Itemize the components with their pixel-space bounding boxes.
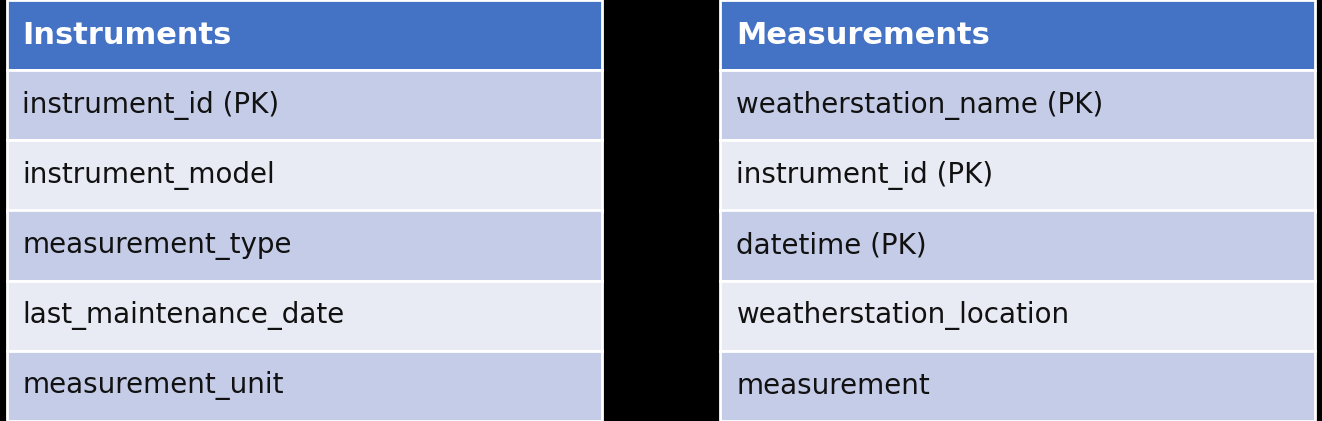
Text: weatherstation_name (PK): weatherstation_name (PK) — [736, 91, 1104, 120]
Bar — [720, 210, 1315, 281]
Bar — [7, 70, 602, 140]
Text: Instruments: Instruments — [22, 21, 231, 50]
Text: Measurements: Measurements — [736, 21, 990, 50]
Text: weatherstation_location: weatherstation_location — [736, 301, 1069, 330]
Bar — [720, 70, 1315, 140]
Bar — [720, 281, 1315, 351]
Bar — [7, 281, 602, 351]
Text: measurement_type: measurement_type — [22, 232, 292, 260]
Bar — [720, 0, 1315, 70]
Text: instrument_model: instrument_model — [22, 161, 275, 190]
Text: measurement_unit: measurement_unit — [22, 371, 284, 400]
Text: last_maintenance_date: last_maintenance_date — [22, 301, 345, 330]
Text: datetime (PK): datetime (PK) — [736, 232, 927, 260]
Text: instrument_id (PK): instrument_id (PK) — [736, 161, 993, 190]
Text: instrument_id (PK): instrument_id (PK) — [22, 91, 279, 120]
Bar — [7, 351, 602, 421]
Text: measurement: measurement — [736, 372, 931, 400]
Bar — [7, 0, 602, 70]
Bar — [7, 140, 602, 210]
Bar — [7, 210, 602, 281]
Bar — [720, 140, 1315, 210]
Bar — [720, 351, 1315, 421]
